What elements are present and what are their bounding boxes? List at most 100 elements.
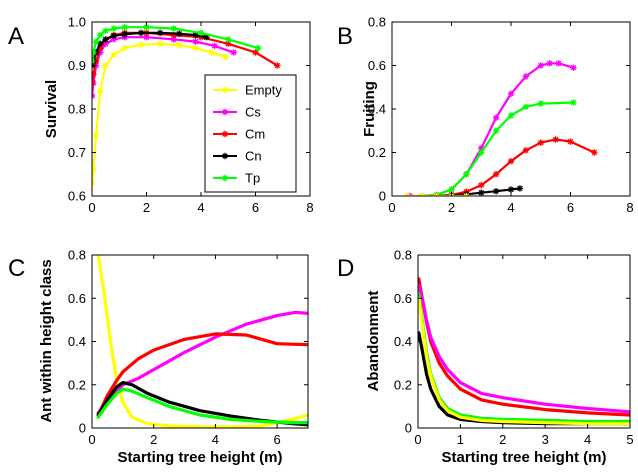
data-point-marker — [570, 64, 577, 71]
series-line-cs — [96, 310, 308, 415]
legend-entry-tp: Tp — [213, 171, 260, 186]
data-point-marker — [211, 42, 218, 50]
x-axis-label: Starting tree height (m) — [441, 449, 606, 466]
legend-entry-cm: Cm — [213, 127, 265, 142]
y-tick-label: 0.8 — [68, 248, 86, 263]
data-point-marker — [522, 103, 530, 111]
plot-area — [96, 255, 308, 428]
y-tick-label: 0.4 — [394, 334, 412, 349]
data-point-marker — [92, 131, 100, 139]
y-axis-label: Survival — [43, 80, 60, 138]
data-point-marker — [137, 41, 145, 48]
y-tick-label: 0.6 — [68, 189, 86, 204]
data-point-marker — [478, 149, 485, 156]
data-point-marker — [492, 188, 500, 195]
x-tick-label: 4 — [197, 200, 204, 215]
data-point-marker — [102, 27, 109, 34]
data-point-marker — [230, 49, 237, 56]
panel-letter: C — [8, 255, 25, 282]
x-tick-label: 4 — [507, 200, 514, 215]
legend-label: Empty — [245, 83, 282, 98]
data-point-marker — [96, 49, 104, 56]
y-tick-label: 0.6 — [368, 58, 386, 73]
data-point-marker — [102, 36, 109, 43]
data-point-marker — [208, 49, 216, 56]
data-point-marker — [143, 24, 150, 31]
y-tick-label: 0.6 — [68, 291, 86, 306]
data-point-marker — [221, 108, 229, 116]
data-point-marker — [192, 44, 199, 52]
panel-letter: A — [8, 23, 24, 50]
x-tick-label: 1 — [457, 432, 464, 447]
x-tick-label: 4 — [584, 432, 591, 447]
data-point-marker — [537, 139, 544, 146]
data-point-marker — [567, 138, 574, 145]
y-tick-label: 0.7 — [68, 145, 86, 160]
data-point-marker — [274, 62, 281, 69]
legend-label: Cm — [245, 127, 265, 142]
data-point-marker — [225, 40, 232, 47]
panel-c: 0 2 4 6 0 0.2 0.4 0.6 0.8 C Ant within height clas… — [8, 248, 309, 466]
plot-area — [92, 24, 281, 187]
data-point-marker — [92, 71, 97, 78]
x-tick-label: 6 — [274, 432, 281, 447]
data-point-marker — [156, 40, 164, 47]
x-tick-label: 4 — [212, 432, 219, 447]
x-tick-label: 2 — [150, 432, 157, 447]
x-tick-label: 2 — [143, 200, 150, 215]
series-line-cm — [435, 138, 596, 196]
x-tick-label: 5 — [626, 432, 633, 447]
x-tick-label: 0 — [414, 432, 421, 447]
data-point-marker — [507, 90, 515, 97]
data-point-marker — [170, 36, 177, 43]
data-point-marker — [197, 29, 205, 37]
data-point-marker — [448, 186, 455, 193]
data-point-marker — [225, 36, 232, 43]
y-tick-label: 0.4 — [368, 102, 386, 117]
y-axis-label: Fruiting — [361, 81, 378, 137]
y-tick-label: 0.6 — [394, 291, 412, 306]
y-tick-label: 0 — [405, 421, 412, 436]
y-tick-label: 0 — [379, 189, 386, 204]
data-point-marker — [221, 130, 229, 138]
data-point-marker — [478, 189, 485, 196]
y-tick-label: 0.2 — [394, 377, 412, 392]
series-line-cs — [418, 283, 630, 414]
axes-frame — [391, 21, 631, 197]
data-point-marker — [507, 186, 515, 193]
data-point-marker — [516, 185, 524, 192]
data-point-marker — [156, 29, 164, 37]
data-point-marker — [92, 38, 100, 45]
x-tick-label: 2 — [499, 432, 506, 447]
data-point-marker — [143, 34, 150, 41]
panel-d: 0 1 2 3 4 5 0 0.2 0.4 0.6 0.8 D Abandonment Starting … — [337, 248, 634, 467]
data-point-marker — [252, 49, 259, 56]
data-point-marker — [591, 149, 598, 156]
series-line-tp — [96, 387, 308, 425]
legend-label: Cn — [245, 149, 262, 164]
data-point-marker — [102, 40, 109, 47]
y-axis-label: Abandonment — [365, 291, 382, 392]
data-point-marker — [478, 181, 485, 189]
panel-a: 0 2 4 6 8 0.6 0.7 0.8 0.9 1.0 A Survival — [8, 15, 314, 216]
panel-b: 0 2 4 6 8 0 0.2 0.4 0.6 0.8 B Fruiting — [337, 15, 634, 216]
data-point-marker — [492, 171, 500, 178]
data-point-marker — [221, 174, 229, 182]
series-line-tp — [420, 101, 575, 196]
series-line-empty — [96, 255, 308, 428]
legend-entry-cs: Cs — [213, 105, 261, 120]
legend: Empty Cs Cm Cn Tp — [204, 74, 297, 193]
data-point-marker — [522, 73, 530, 80]
panel-letter: D — [337, 255, 354, 282]
y-axis-label: Ant within height class — [38, 259, 55, 422]
legend-label: Cs — [245, 105, 261, 120]
data-point-marker — [96, 31, 104, 39]
x-tick-label: 0 — [388, 200, 395, 215]
panel-letter: B — [337, 23, 353, 50]
data-point-marker — [92, 166, 97, 174]
data-point-marker — [192, 38, 199, 45]
legend-entry-cn: Cn — [213, 149, 262, 164]
data-point-marker — [176, 41, 183, 49]
data-point-marker — [555, 60, 562, 67]
